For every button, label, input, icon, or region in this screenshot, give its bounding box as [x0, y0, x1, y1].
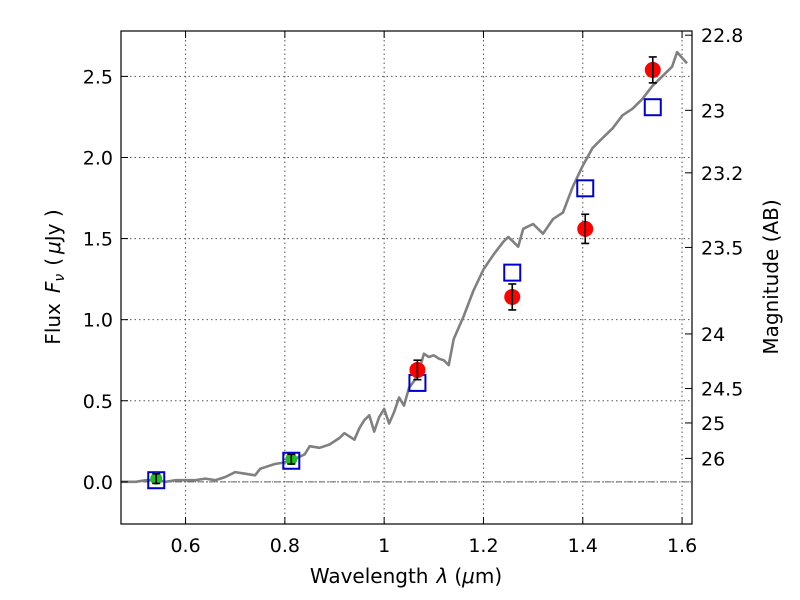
mag-tick-label: 24.5 [701, 379, 743, 401]
y-tick-label: 1.5 [83, 229, 113, 251]
open-square-marker [147, 471, 166, 490]
model-spectrum-layer [121, 50, 688, 484]
x-tick-label: 1.6 [667, 535, 697, 557]
y-axis-title: FluxFν(μJy ) [41, 209, 68, 344]
mag-tick-label: 25 [701, 413, 725, 435]
open-square-marker [643, 98, 662, 117]
y-tick-label: 2.5 [83, 66, 113, 88]
x-tick-label: 0.6 [170, 535, 200, 557]
mag-tick-label: 23.2 [701, 163, 743, 185]
grid-lines [121, 31, 692, 524]
model-spectrum-line [121, 50, 688, 484]
axis-ticks: 0.6 0.8 1 1.2 1.4 1.6 0.0 0.5 1.0 1.5 2.0 2.5 22.8 23… [83, 25, 744, 557]
y-tick-label: 0.0 [83, 472, 113, 494]
mag-tick-label: 23 [701, 100, 725, 122]
x-tick-label: 1 [378, 535, 390, 557]
mag-tick-label: 22.8 [701, 25, 743, 47]
y-tick-label: 2.0 [83, 147, 113, 169]
y2-axis-title: Magnitude (AB) [759, 199, 783, 354]
y-tick-label: 0.5 [83, 391, 113, 413]
mag-tick-label: 24 [701, 324, 725, 346]
x-tick-label: 1.4 [568, 535, 598, 557]
plot-frame [120, 30, 693, 525]
mag-tick-label: 26 [701, 448, 725, 470]
open-square-marker [503, 263, 522, 282]
open-square-marker [576, 179, 595, 198]
mag-tick-label: 23.5 [701, 237, 743, 259]
open-square-marker [282, 451, 301, 470]
data-points-layer [147, 56, 662, 490]
x-axis-title: Wavelength λ (μm) [310, 564, 502, 588]
x-tick-label: 1.2 [468, 535, 498, 557]
y-tick-label: 1.0 [83, 310, 113, 332]
x-tick-label: 0.8 [270, 535, 300, 557]
